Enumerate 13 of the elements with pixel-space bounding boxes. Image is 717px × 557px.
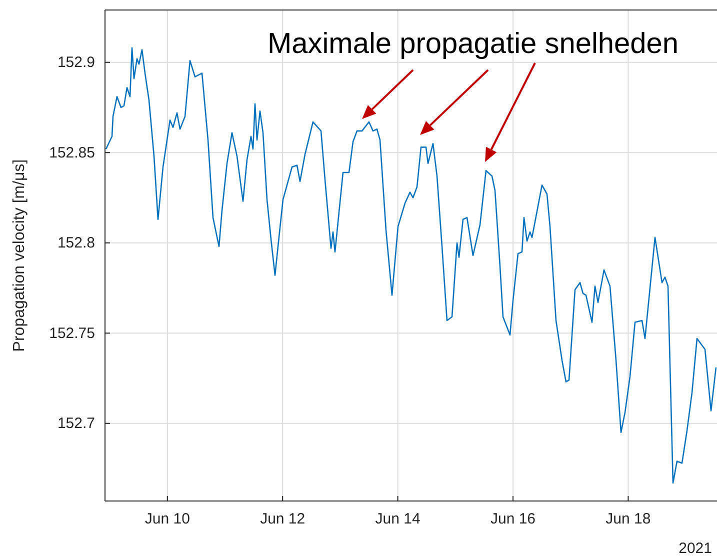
y-tick-label: 152.75 xyxy=(49,324,95,342)
y-tick-label: 152.7 xyxy=(57,415,95,432)
y-axis-title: Propagation velocity [m/μs] xyxy=(11,159,28,352)
x-tick-label: Jun 18 xyxy=(606,510,651,528)
text: 2021 xyxy=(678,540,712,557)
x-tick-label: Jun 12 xyxy=(260,510,306,528)
y-tick-label: 152.8 xyxy=(57,234,95,252)
x-tick-label: Jun 16 xyxy=(490,510,536,528)
x-tick-label: Jun 10 xyxy=(144,510,190,528)
y-tick-label: 152.9 xyxy=(57,54,95,72)
annotation: Maximale propagatie snelheden xyxy=(267,28,679,60)
y-tick-label: 152.85 xyxy=(49,144,95,162)
x-tick-label: Jun 14 xyxy=(375,510,420,528)
